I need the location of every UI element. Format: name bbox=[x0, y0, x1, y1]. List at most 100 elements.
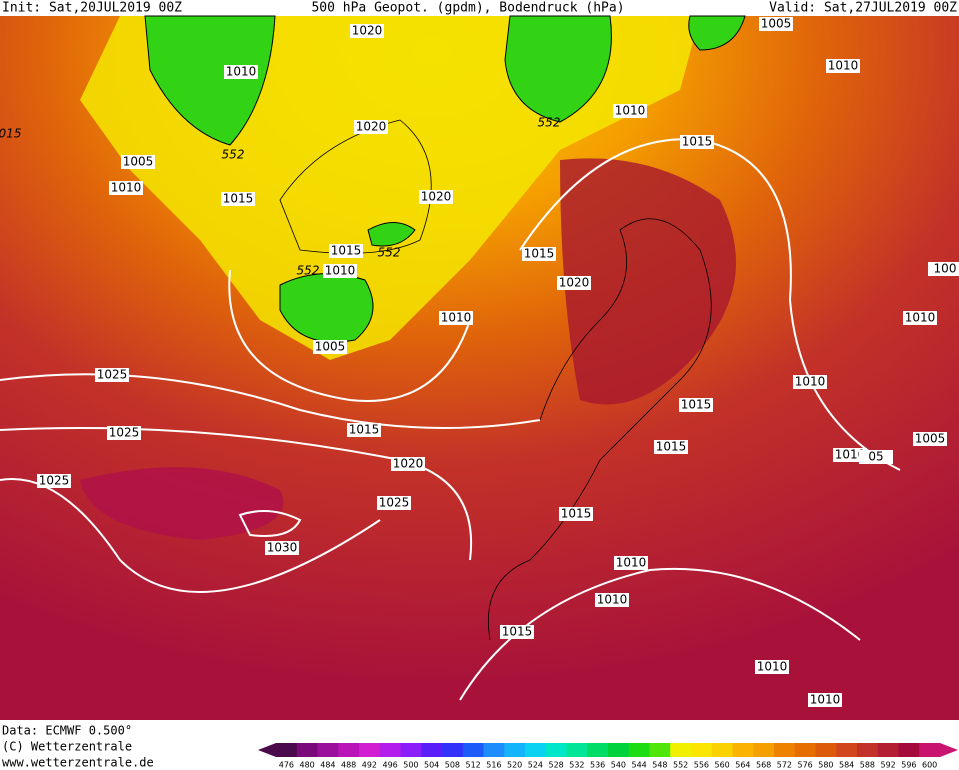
isobar-label-text: 552 bbox=[222, 148, 245, 162]
isobar bbox=[228, 269, 471, 402]
isobar-label: 1010 bbox=[833, 448, 867, 462]
scale-swatch bbox=[774, 743, 796, 757]
isobar-label-text: 1005 bbox=[123, 155, 154, 169]
isobar-label-text: 1025 bbox=[109, 426, 140, 440]
isobar-label-text: 1010 bbox=[597, 593, 628, 607]
low-green bbox=[279, 273, 374, 343]
isobar-label-text: 1015 bbox=[502, 625, 533, 639]
isobar-label: 1030 bbox=[265, 541, 299, 555]
label-box bbox=[793, 375, 827, 389]
label-box bbox=[913, 432, 947, 446]
low-green bbox=[504, 15, 612, 123]
isobar-label-text: 1015 bbox=[682, 135, 713, 149]
label-box bbox=[928, 262, 959, 276]
isobar-label: 552 bbox=[297, 264, 320, 278]
isobar-label: 1010 bbox=[224, 65, 258, 79]
isobar-label-text: 1020 bbox=[559, 276, 590, 290]
isobar-label: 1010 bbox=[323, 264, 357, 278]
scale-label: 476 bbox=[279, 761, 294, 770]
label-box bbox=[680, 135, 714, 149]
isobar-label: 1020 bbox=[557, 276, 591, 290]
scale-swatch bbox=[525, 743, 547, 757]
isobar-label-text: 1020 bbox=[356, 120, 387, 134]
isobar-label: 100 bbox=[928, 262, 959, 276]
isobar bbox=[459, 567, 861, 701]
scale-label: 576 bbox=[797, 761, 812, 770]
isobar-label: 015 bbox=[0, 127, 21, 141]
scale-swatch bbox=[628, 743, 650, 757]
label-box bbox=[522, 247, 556, 261]
isobar-label: 05 bbox=[859, 450, 893, 464]
isobar-label: 1005 bbox=[913, 432, 947, 446]
scale-swatch bbox=[504, 743, 526, 757]
isobar-label: 1005 bbox=[759, 17, 793, 31]
scale-swatch bbox=[442, 743, 464, 757]
label-box bbox=[107, 426, 141, 440]
label-box bbox=[377, 496, 411, 510]
isobar-label-text: 1015 bbox=[331, 244, 362, 258]
isobar-label-text: 1010 bbox=[615, 104, 646, 118]
scale-swatch bbox=[483, 743, 505, 757]
scale-label: 564 bbox=[735, 761, 750, 770]
copyright: (C) Wetterzentrale bbox=[2, 740, 132, 754]
scale-label: 504 bbox=[424, 761, 439, 770]
scale-swatch bbox=[691, 743, 713, 757]
isobar-label: 1020 bbox=[354, 120, 388, 134]
scale-label: 496 bbox=[382, 761, 397, 770]
scale-swatch bbox=[276, 743, 298, 757]
scale-label: 480 bbox=[299, 761, 314, 770]
scale-swatch bbox=[338, 743, 360, 757]
isobar-label: 552 bbox=[222, 148, 245, 162]
scale-arrow bbox=[940, 743, 958, 757]
scale-label: 572 bbox=[777, 761, 792, 770]
label-box bbox=[419, 190, 453, 204]
label-box bbox=[95, 368, 129, 382]
label-box bbox=[347, 423, 381, 437]
scale-label: 532 bbox=[569, 761, 584, 770]
scale-swatch bbox=[857, 743, 879, 757]
isobar bbox=[238, 510, 302, 537]
scale-swatch bbox=[587, 743, 609, 757]
label-box bbox=[557, 276, 591, 290]
color-scale: 476 480 484 488 492 496 500 504 508 512 516 520 524 5… bbox=[258, 743, 958, 770]
isobar-label-text: 1010 bbox=[441, 311, 472, 325]
scale-swatch bbox=[836, 743, 858, 757]
valid-time: Valid: Sat,27JUL2019 00Z bbox=[769, 1, 957, 16]
isobar-label-text: 1020 bbox=[421, 190, 452, 204]
url: www.wetterzentrale.de bbox=[2, 756, 154, 770]
label-box bbox=[833, 448, 867, 462]
scale-swatch bbox=[670, 743, 692, 757]
isobar-label-text: 552 bbox=[378, 246, 401, 260]
label-box bbox=[559, 507, 593, 521]
scale-swatch bbox=[462, 743, 484, 757]
scale-label: 588 bbox=[860, 761, 875, 770]
scale-swatch bbox=[711, 743, 733, 757]
isobar-label: 1015 bbox=[679, 398, 713, 412]
isobar-label-text: 1015 bbox=[349, 423, 380, 437]
isobar-label-text: 1010 bbox=[325, 264, 356, 278]
map bbox=[0, 15, 959, 720]
label-box bbox=[329, 244, 363, 258]
scale-swatch bbox=[545, 743, 567, 757]
isobar-label-text: 1005 bbox=[315, 340, 346, 354]
scale-label: 516 bbox=[486, 761, 501, 770]
isobar-label: 1010 bbox=[614, 556, 648, 570]
scale-label: 524 bbox=[528, 761, 543, 770]
isobar-label: 1015 bbox=[680, 135, 714, 149]
label-box bbox=[595, 593, 629, 607]
isobar-label-text: 1020 bbox=[352, 24, 383, 38]
field-warm-core bbox=[560, 158, 736, 405]
label-box bbox=[109, 181, 143, 195]
label-box bbox=[654, 440, 688, 454]
isobar-label-text: 1015 bbox=[561, 507, 592, 521]
label-box bbox=[354, 120, 388, 134]
scale-label: 580 bbox=[818, 761, 833, 770]
scale-swatch bbox=[794, 743, 816, 757]
isobar-label-text: 1010 bbox=[795, 375, 826, 389]
scale-label: 556 bbox=[694, 761, 709, 770]
scale-swatch bbox=[919, 743, 941, 757]
scale-swatch bbox=[898, 743, 920, 757]
low-green bbox=[688, 15, 746, 51]
label-box bbox=[679, 398, 713, 412]
